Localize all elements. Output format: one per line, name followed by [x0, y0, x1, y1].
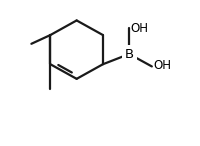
Text: OH: OH — [153, 59, 171, 72]
Text: B: B — [125, 47, 134, 61]
Text: OH: OH — [131, 22, 149, 35]
